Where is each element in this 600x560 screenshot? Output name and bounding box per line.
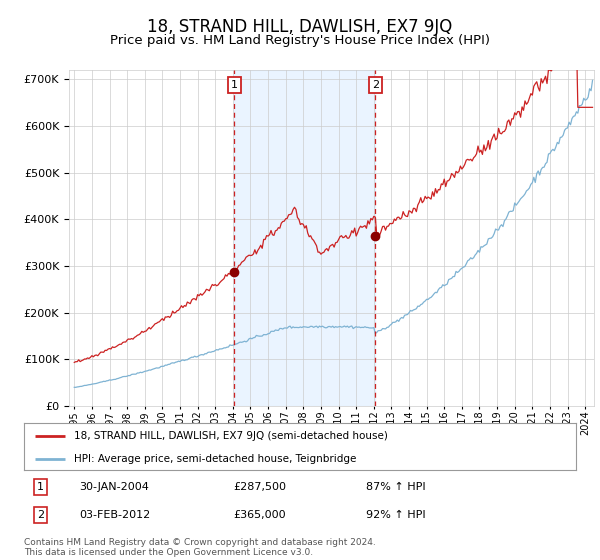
Text: 1: 1 [37, 482, 44, 492]
Text: 30-JAN-2004: 30-JAN-2004 [79, 482, 149, 492]
Text: 2: 2 [372, 80, 379, 90]
Text: £365,000: £365,000 [234, 510, 286, 520]
Text: 18, STRAND HILL, DAWLISH, EX7 9JQ (semi-detached house): 18, STRAND HILL, DAWLISH, EX7 9JQ (semi-… [74, 431, 388, 441]
Text: 92% ↑ HPI: 92% ↑ HPI [366, 510, 426, 520]
Text: 03-FEB-2012: 03-FEB-2012 [79, 510, 151, 520]
Text: 1: 1 [231, 80, 238, 90]
Bar [234, 70, 376, 406]
Text: Contains HM Land Registry data © Crown copyright and database right 2024.
This d: Contains HM Land Registry data © Crown c… [24, 538, 376, 557]
Text: Price paid vs. HM Land Registry's House Price Index (HPI): Price paid vs. HM Land Registry's House … [110, 34, 490, 47]
Text: £287,500: £287,500 [234, 482, 287, 492]
Text: HPI: Average price, semi-detached house, Teignbridge: HPI: Average price, semi-detached house,… [74, 454, 356, 464]
Text: 87% ↑ HPI: 87% ↑ HPI [366, 482, 426, 492]
Text: 18, STRAND HILL, DAWLISH, EX7 9JQ: 18, STRAND HILL, DAWLISH, EX7 9JQ [148, 18, 452, 36]
Text: 2: 2 [37, 510, 44, 520]
